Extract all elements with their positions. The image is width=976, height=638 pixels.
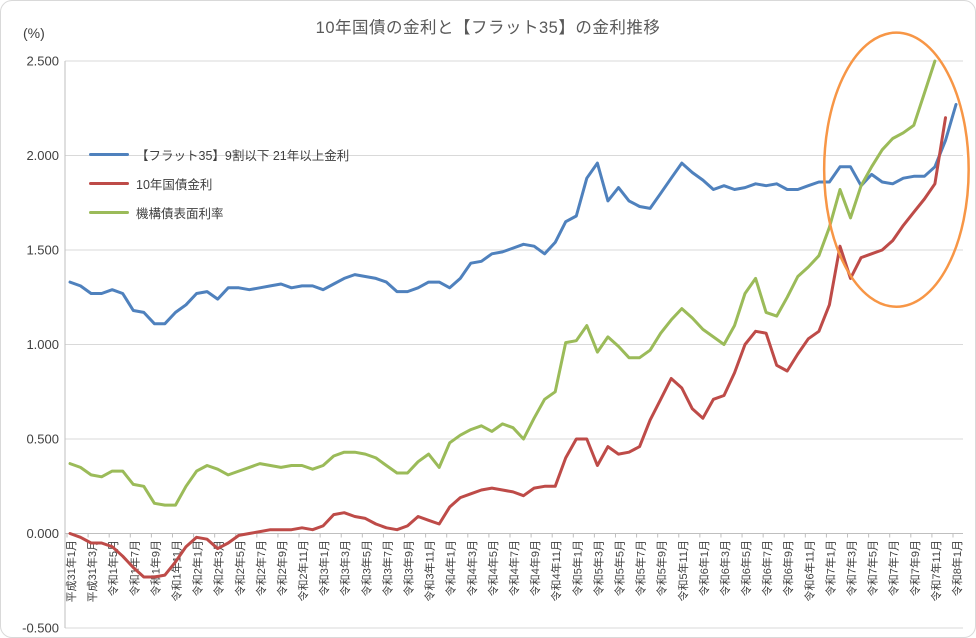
legend-label-mbs: 機構債表面利率 — [136, 207, 224, 221]
x-axis-tick-label: 令和3年3月 — [338, 540, 352, 596]
legend-line-swatch-blue — [89, 153, 129, 156]
x-axis-tick-label: 令和7年3月 — [845, 540, 859, 596]
y-axis-tick-labels: -0.500 0.000 0.500 1.000 1.500 2.000 2.500 — [22, 54, 59, 636]
y-axis-tick-label: 1.500 — [26, 243, 59, 258]
x-axis-tick-label: 令和1年9月 — [148, 540, 162, 596]
series-line-1 — [68, 116, 947, 579]
x-axis-tick-label: 令和4年1月 — [444, 540, 458, 596]
x-axis-tick-label: 令和4年9月 — [528, 540, 542, 596]
x-axis-tick-label: 令和6年5月 — [739, 540, 753, 596]
x-axis-tick-label: 令和5年1月 — [570, 540, 584, 596]
legend: 【フラット35】9割以下 21年以上金利 10年国債金利 機構債表面利率 — [89, 140, 349, 227]
y-axis-tick-label: 1.000 — [26, 337, 59, 352]
legend-label-flat35: 【フラット35】9割以下 21年以上金利 — [136, 149, 350, 163]
x-axis-tick-label: 令和7年7月 — [887, 540, 901, 596]
x-axis-tick-label: 令和7年11月 — [929, 540, 943, 602]
y-axis-tick-label: 2.000 — [26, 148, 59, 163]
legend-line-swatch-green — [89, 211, 129, 214]
highlight-ellipse-annotation — [822, 31, 970, 308]
legend-label-jgb10: 10年国債金利 — [136, 178, 213, 192]
chart-title: 10年国債の金利と【フラット35】の金利推移 — [315, 19, 661, 37]
x-axis-tick-label: 令和6年9月 — [781, 540, 795, 596]
y-axis-unit-label: (%) — [23, 25, 45, 41]
legend-item-flat35: 【フラット35】9割以下 21年以上金利 — [89, 140, 349, 169]
y-axis-tick-label: 2.500 — [26, 54, 59, 69]
x-axis-tick-label: 令和6年11月 — [802, 540, 816, 602]
y-axis-tick-label: -0.500 — [22, 621, 59, 636]
x-axis-tick-label: 令和3年11月 — [423, 540, 437, 602]
x-axis-tick-label: 令和7年1月 — [823, 540, 837, 596]
y-axis-tick-label: 0.500 — [26, 432, 59, 447]
x-axis-tick-label: 令和4年7月 — [507, 540, 521, 596]
x-axis-tick-label: 令和2年1月 — [191, 540, 205, 596]
x-axis-tick-label: 平成31年3月 — [85, 540, 99, 602]
x-axis-tick-label: 令和3年7月 — [380, 540, 394, 596]
x-axis-tick-label: 令和6年7月 — [760, 540, 774, 596]
x-axis-tick-label: 令和2年11月 — [296, 540, 310, 602]
x-axis-tick-label: 令和5年3月 — [591, 540, 605, 596]
x-axis-tick-label: 令和7年5月 — [866, 540, 880, 596]
legend-line-swatch-red — [89, 182, 129, 185]
x-axis-tick-label: 令和6年1月 — [697, 540, 711, 596]
series-line-2 — [68, 59, 937, 507]
x-axis-tick-label: 令和5年11月 — [676, 540, 690, 602]
legend-item-jgb10: 10年国債金利 — [89, 169, 349, 198]
x-axis-tick-labels: 平成31年1月 平成31年3月 令和1年5月 令和1年7月 令和1年9月 令和1年11月令… — [64, 540, 964, 602]
series-line-0 — [68, 103, 958, 326]
y-axis-tick-label: 0.000 — [26, 526, 59, 541]
x-axis-tick-label: 令和2年9月 — [275, 540, 289, 596]
x-axis-tick-label: 令和1年11月 — [169, 540, 183, 602]
x-axis-tick-label: 令和6年3月 — [718, 540, 732, 596]
x-axis-tick-label: 平成31年1月 — [64, 540, 78, 602]
x-axis-tick-label: 令和3年9月 — [402, 540, 416, 596]
x-axis-tick-label: 令和2年5月 — [233, 540, 247, 596]
x-axis-tick-label: 令和5年5月 — [612, 540, 626, 596]
x-axis-tick-label: 令和2年3月 — [212, 540, 226, 596]
x-axis-tick-label: 令和5年7月 — [634, 540, 648, 596]
x-axis-tick-label: 令和4年5月 — [486, 540, 500, 596]
axes — [64, 61, 963, 628]
x-axis-tick-label: 令和3年1月 — [317, 540, 331, 596]
x-axis-tick-label: 令和2年7月 — [254, 540, 268, 596]
x-axis-tick-label: 令和4年3月 — [465, 540, 479, 596]
x-axis-tick-label: 令和8年1月 — [950, 540, 964, 596]
x-axis-tick-label: 令和7年9月 — [908, 540, 922, 596]
x-axis-tick-label: 令和1年5月 — [106, 540, 120, 596]
x-axis-tick-label: 令和4年11月 — [549, 540, 563, 602]
x-axis-tick-label: 令和3年5月 — [359, 540, 373, 596]
legend-item-mbs: 機構債表面利率 — [89, 198, 349, 227]
x-axis-tick-label: 令和5年9月 — [655, 540, 669, 596]
